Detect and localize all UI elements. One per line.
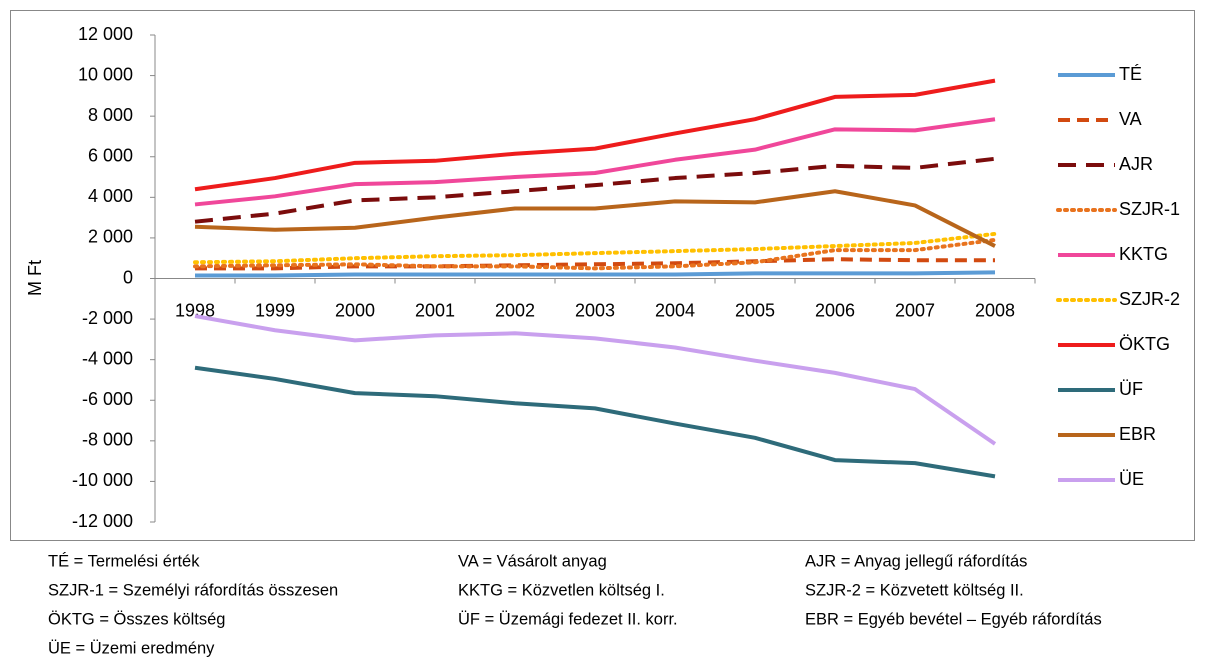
series-line xyxy=(195,270,996,278)
x-tick-label: 1998 xyxy=(175,300,215,320)
series-line xyxy=(194,189,996,248)
series-line xyxy=(194,117,996,207)
y-tick-label: -12 000 xyxy=(72,511,133,531)
chart-frame xyxy=(10,10,1195,541)
series-line xyxy=(193,237,997,271)
series-line xyxy=(195,257,995,271)
legend-label: EBR xyxy=(1119,424,1156,444)
x-tick-label: 2008 xyxy=(975,300,1015,320)
y-tick-label: 2 000 xyxy=(88,227,133,247)
y-tick-label: 6 000 xyxy=(88,146,133,166)
y-tick-label: -6 000 xyxy=(82,389,133,409)
legend-note: KKTG = Közvetlen költség I. xyxy=(458,581,665,599)
x-tick-label: 2005 xyxy=(735,300,775,320)
legend-note: VA = Vásárolt anyag xyxy=(458,552,607,570)
legend-label: TÉ xyxy=(1119,64,1142,84)
series-line xyxy=(194,365,996,479)
y-tick-label: -10 000 xyxy=(72,470,133,490)
legend-label: KKTG xyxy=(1119,244,1168,264)
x-tick-label: 2006 xyxy=(815,300,855,320)
legend-label: ÖKTG xyxy=(1119,334,1170,354)
legend-note: EBR = Egyéb bevétel – Egyéb ráfordítás xyxy=(805,610,1102,628)
series-line xyxy=(194,156,996,224)
legend-note: AJR = Anyag jellegű ráfordítás xyxy=(805,552,1027,570)
legend-label: SZJR-1 xyxy=(1119,199,1180,219)
legend-note: SZJR-2 = Közvetett költség II. xyxy=(805,581,1024,599)
y-tick-label: 0 xyxy=(123,267,133,287)
legend-label: VA xyxy=(1119,109,1142,129)
legend-label: SZJR-2 xyxy=(1119,289,1180,309)
y-tick-label: 8 000 xyxy=(88,105,133,125)
x-tick-label: 2007 xyxy=(895,300,935,320)
x-tick-label: 2000 xyxy=(335,300,375,320)
legend-note: ÜE = Üzemi eredmény xyxy=(48,639,215,657)
x-tick-label: 2002 xyxy=(495,300,535,320)
legend-label: AJR xyxy=(1119,154,1153,174)
y-tick-label: 4 000 xyxy=(88,186,133,206)
legend-note: ÖKTG = Összes költség xyxy=(48,610,225,628)
x-tick-label: 2003 xyxy=(575,300,615,320)
legend-label: ÜE xyxy=(1119,469,1144,489)
y-tick-label: 10 000 xyxy=(78,64,133,84)
y-tick-label: -2 000 xyxy=(82,308,133,328)
y-axis-label: M Ft xyxy=(25,260,45,296)
x-tick-label: 2001 xyxy=(415,300,455,320)
series-line xyxy=(194,78,996,192)
series-line xyxy=(193,231,997,265)
y-tick-label: -4 000 xyxy=(82,348,133,368)
legend-note: TÉ = Termelési érték xyxy=(48,551,200,570)
legend-note: SZJR-1 = Személyi ráfordítás összesen xyxy=(48,581,338,599)
x-tick-label: 2004 xyxy=(655,300,695,320)
legend-label: ÜF xyxy=(1119,379,1143,399)
legend-note: ÜF = Üzemági fedezet II. korr. xyxy=(458,610,678,628)
y-tick-label: -8 000 xyxy=(82,430,133,450)
y-tick-label: 12 000 xyxy=(78,24,133,44)
x-tick-label: 1999 xyxy=(255,300,295,320)
series-line xyxy=(194,314,997,446)
